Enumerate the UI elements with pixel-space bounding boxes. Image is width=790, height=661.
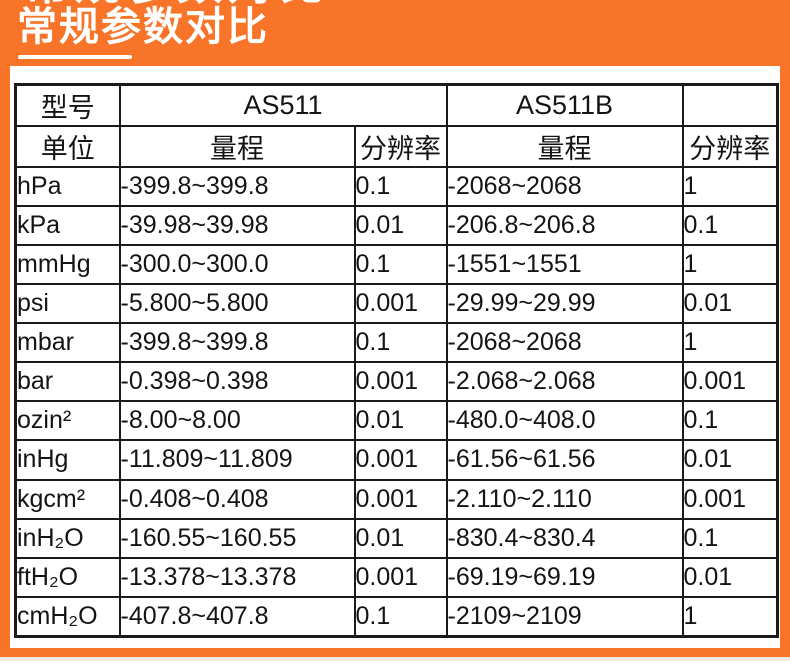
range-b-cell: -480.0~408.0	[445, 400, 684, 442]
resolution-b-cell: 0.01	[681, 556, 779, 598]
range-a-cell: -0.408~0.408	[118, 478, 356, 520]
table-row: hPa -399.8~399.8 0.1 -2068~2068 1	[14, 165, 779, 208]
resolution-b-cell: 0.001	[681, 478, 779, 520]
unit-cell: mmHg	[14, 244, 121, 286]
model-label-cell: 型号	[14, 83, 121, 127]
resolution-b-cell: 1	[681, 322, 779, 364]
range-a-cell: -13.378~13.378	[118, 556, 356, 598]
resolution-a-cell: 0.001	[353, 556, 448, 598]
resolution-b-cell: 1	[681, 165, 779, 208]
range-a-cell: -300.0~300.0	[118, 244, 356, 286]
model-a-cell: AS511	[118, 83, 448, 127]
title-underline	[18, 55, 132, 59]
unit-cell: hPa	[14, 165, 121, 208]
range-b-header-cell: 量程	[445, 125, 684, 168]
unit-cell: cmH₂O	[14, 595, 121, 638]
range-b-cell: -830.4~830.4	[445, 517, 684, 559]
resolution-a-cell: 0.1	[353, 322, 448, 364]
resolution-a-cell: 0.01	[353, 400, 448, 442]
table-row: mmHg -300.0~300.0 0.1 -1551~1551 1	[14, 244, 779, 286]
resolution-a-cell: 0.001	[353, 478, 448, 520]
range-a-cell: -407.8~407.8	[118, 595, 356, 638]
range-a-cell: -8.00~8.00	[118, 400, 356, 442]
table-row: ozin² -8.00~8.00 0.01 -480.0~408.0 0.1	[14, 400, 779, 442]
resolution-a-cell: 0.001	[353, 283, 448, 325]
resolution-b-cell: 0.01	[681, 439, 779, 481]
spec-comparison-table: 型号 AS511 AS511B 单位 量程 分辨率 量程 分辨率 hPa -39…	[14, 83, 779, 638]
table-header-row-model: 型号 AS511 AS511B	[14, 83, 779, 127]
range-b-cell: -1551~1551	[445, 244, 684, 286]
range-b-cell: -2068~2068	[445, 322, 684, 364]
resolution-b-cell: 1	[681, 244, 779, 286]
range-a-cell: -5.800~5.800	[118, 283, 356, 325]
resolution-a-cell: 0.01	[353, 205, 448, 247]
range-b-cell: -2.068~2.068	[445, 361, 684, 403]
range-a-cell: -0.398~0.398	[118, 361, 356, 403]
unit-cell: inHg	[14, 439, 121, 481]
range-a-cell: -39.98~39.98	[118, 205, 356, 247]
table-row: inH₂O -160.55~160.55 0.01 -830.4~830.4 0…	[14, 517, 779, 559]
resolution-a-cell: 0.001	[353, 361, 448, 403]
clipped-previous-title-fragment: 常规参数对比	[24, 0, 330, 6]
resolution-b-cell: 0.1	[681, 205, 779, 247]
resolution-b-cell: 0.01	[681, 283, 779, 325]
table-row: cmH₂O -407.8~407.8 0.1 -2109~2109 1	[14, 595, 779, 638]
resolution-a-cell: 0.1	[353, 595, 448, 638]
unit-cell: kPa	[14, 205, 121, 247]
unit-cell: psi	[14, 283, 121, 325]
unit-cell: inH₂O	[14, 517, 121, 559]
range-b-cell: -29.99~29.99	[445, 283, 684, 325]
table-row: kPa -39.98~39.98 0.01 -206.8~206.8 0.1	[14, 205, 779, 247]
table-row: mbar -399.8~399.8 0.1 -2068~2068 1	[14, 322, 779, 364]
resolution-b-cell: 0.1	[681, 400, 779, 442]
page-title: 常规参数对比	[17, 5, 269, 49]
model-b-cell: AS511B	[445, 83, 684, 127]
range-a-header-cell: 量程	[118, 125, 356, 168]
range-a-cell: -399.8~399.8	[118, 165, 356, 208]
resolution-b-cell: 0.1	[681, 517, 779, 559]
table-row: psi -5.800~5.800 0.001 -29.99~29.99 0.01	[14, 283, 779, 325]
resolution-a-cell: 0.01	[353, 517, 448, 559]
resolution-b-cell: 1	[681, 595, 779, 638]
resolution-a-cell: 0.1	[353, 165, 448, 208]
resolution-a-header-cell: 分辨率	[353, 125, 448, 168]
range-a-cell: -399.8~399.8	[118, 322, 356, 364]
unit-cell: kgcm²	[14, 478, 121, 520]
table-row: kgcm² -0.408~0.408 0.001 -2.110~2.110 0.…	[14, 478, 779, 520]
model-row-empty-cell	[681, 83, 779, 127]
table-row: ftH₂O -13.378~13.378 0.001 -69.19~69.19 …	[14, 556, 779, 598]
range-a-cell: -160.55~160.55	[118, 517, 356, 559]
unit-cell: ftH₂O	[14, 556, 121, 598]
resolution-a-cell: 0.001	[353, 439, 448, 481]
range-b-cell: -2.110~2.110	[445, 478, 684, 520]
unit-cell: mbar	[14, 322, 121, 364]
resolution-a-cell: 0.1	[353, 244, 448, 286]
table-row: inHg -11.809~11.809 0.001 -61.56~61.56 0…	[14, 439, 779, 481]
range-b-cell: -61.56~61.56	[445, 439, 684, 481]
next-section-edge-strip	[0, 657, 790, 661]
content-panel: 型号 AS511 AS511B 单位 量程 分辨率 量程 分辨率 hPa -39…	[10, 66, 780, 648]
unit-header-cell: 单位	[14, 125, 121, 168]
unit-cell: bar	[14, 361, 121, 403]
resolution-b-header-cell: 分辨率	[681, 125, 779, 168]
table-row: bar -0.398~0.398 0.001 -2.068~2.068 0.00…	[14, 361, 779, 403]
unit-cell: ozin²	[14, 400, 121, 442]
range-b-cell: -206.8~206.8	[445, 205, 684, 247]
table-header-row-columns: 单位 量程 分辨率 量程 分辨率	[14, 125, 779, 168]
range-b-cell: -2109~2109	[445, 595, 684, 638]
range-b-cell: -2068~2068	[445, 165, 684, 208]
resolution-b-cell: 0.001	[681, 361, 779, 403]
range-a-cell: -11.809~11.809	[118, 439, 356, 481]
range-b-cell: -69.19~69.19	[445, 556, 684, 598]
